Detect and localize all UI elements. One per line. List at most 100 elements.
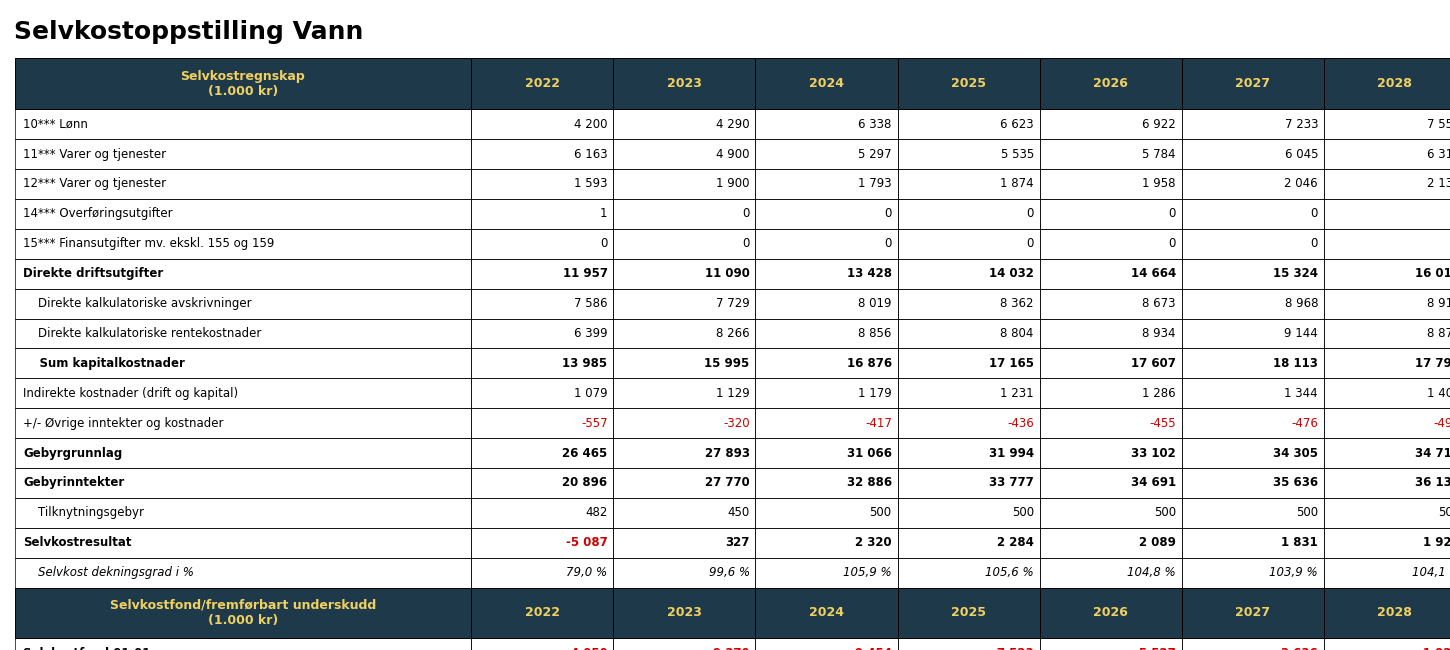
Text: Direkte kalkulatoriske rentekostnader: Direkte kalkulatoriske rentekostnader: [23, 327, 261, 340]
Text: -320: -320: [724, 417, 750, 430]
Text: 13 428: 13 428: [847, 267, 892, 280]
Text: 33 102: 33 102: [1131, 447, 1176, 460]
Text: Selvkostoppstilling Vann: Selvkostoppstilling Vann: [14, 20, 364, 44]
Text: 5 784: 5 784: [1143, 148, 1176, 161]
Text: 7 586: 7 586: [574, 297, 608, 310]
Text: 8 878: 8 878: [1427, 327, 1450, 340]
Text: -9 454: -9 454: [850, 647, 892, 650]
Text: 20 896: 20 896: [563, 476, 608, 489]
Text: 0: 0: [600, 237, 608, 250]
Text: 34 305: 34 305: [1273, 447, 1318, 460]
Text: 16 876: 16 876: [847, 357, 892, 370]
Text: 27 893: 27 893: [705, 447, 750, 460]
Text: 500: 500: [1154, 506, 1176, 519]
Text: 105,6 %: 105,6 %: [985, 566, 1034, 579]
Text: 16 013: 16 013: [1415, 267, 1450, 280]
Text: 8 968: 8 968: [1285, 297, 1318, 310]
Text: 2 046: 2 046: [1285, 177, 1318, 190]
Text: 6 399: 6 399: [574, 327, 608, 340]
Text: 104,1 %: 104,1 %: [1411, 566, 1450, 579]
Text: 8 362: 8 362: [1000, 297, 1034, 310]
Text: 1 924: 1 924: [1424, 536, 1450, 549]
Text: 500: 500: [870, 506, 892, 519]
Text: 1 079: 1 079: [574, 387, 608, 400]
Text: 31 066: 31 066: [847, 447, 892, 460]
Text: 2 138: 2 138: [1427, 177, 1450, 190]
Text: 2022: 2022: [525, 77, 560, 90]
Text: Sum kapitalkostnader: Sum kapitalkostnader: [23, 357, 186, 370]
Text: 0: 0: [742, 207, 750, 220]
Text: 2026: 2026: [1093, 77, 1128, 90]
Text: 500: 500: [1438, 506, 1450, 519]
Text: -5 087: -5 087: [566, 536, 608, 549]
Text: 1 593: 1 593: [574, 177, 608, 190]
Text: 2027: 2027: [1235, 606, 1270, 619]
Text: -476: -476: [1290, 417, 1318, 430]
Text: 79,0 %: 79,0 %: [567, 566, 608, 579]
Text: Selvkost dekningsgrad i %: Selvkost dekningsgrad i %: [23, 566, 194, 579]
Text: -9 370: -9 370: [708, 647, 750, 650]
Text: Direkte driftsutgifter: Direkte driftsutgifter: [23, 267, 164, 280]
Text: 31 994: 31 994: [989, 447, 1034, 460]
Text: 8 266: 8 266: [716, 327, 750, 340]
Text: 9 144: 9 144: [1285, 327, 1318, 340]
Text: 500: 500: [1012, 506, 1034, 519]
Text: 35 636: 35 636: [1273, 476, 1318, 489]
Text: 1 179: 1 179: [858, 387, 892, 400]
Text: 105,9 %: 105,9 %: [842, 566, 892, 579]
Text: 27 770: 27 770: [705, 476, 750, 489]
Text: 1 900: 1 900: [716, 177, 750, 190]
Text: 500: 500: [1296, 506, 1318, 519]
Text: 1 286: 1 286: [1143, 387, 1176, 400]
Text: Gebyrinntekter: Gebyrinntekter: [23, 476, 125, 489]
Text: 6 317: 6 317: [1427, 148, 1450, 161]
Text: 0: 0: [1027, 237, 1034, 250]
Text: 2 089: 2 089: [1140, 536, 1176, 549]
Text: 10*** Lønn: 10*** Lønn: [23, 118, 88, 131]
Text: -557: -557: [581, 417, 608, 430]
Text: 8 913: 8 913: [1427, 297, 1450, 310]
Text: 1 958: 1 958: [1143, 177, 1176, 190]
Text: 2023: 2023: [667, 606, 702, 619]
Text: 4 200: 4 200: [574, 118, 608, 131]
Text: Selvkostregnskap
(1.000 kr): Selvkostregnskap (1.000 kr): [180, 70, 306, 98]
Text: 7 558: 7 558: [1427, 118, 1450, 131]
Text: -455: -455: [1150, 417, 1176, 430]
Text: Selvkostfond 01.01: Selvkostfond 01.01: [23, 647, 151, 650]
Text: 8 856: 8 856: [858, 327, 892, 340]
Text: 12*** Varer og tjenester: 12*** Varer og tjenester: [23, 177, 167, 190]
Text: 5 297: 5 297: [858, 148, 892, 161]
Text: 6 922: 6 922: [1143, 118, 1176, 131]
Text: 6 163: 6 163: [574, 148, 608, 161]
Text: 13 985: 13 985: [563, 357, 608, 370]
Text: 15*** Finansutgifter mv. ekskl. 155 og 159: 15*** Finansutgifter mv. ekskl. 155 og 1…: [23, 237, 274, 250]
Text: 1 344: 1 344: [1285, 387, 1318, 400]
Text: 5 535: 5 535: [1000, 148, 1034, 161]
Text: 482: 482: [586, 506, 608, 519]
Text: 7 729: 7 729: [716, 297, 750, 310]
Text: Indirekte kostnader (drift og kapital): Indirekte kostnader (drift og kapital): [23, 387, 238, 400]
Text: 17 607: 17 607: [1131, 357, 1176, 370]
Text: 2028: 2028: [1378, 77, 1412, 90]
Text: 26 465: 26 465: [563, 447, 608, 460]
Text: Gebyrgrunnlag: Gebyrgrunnlag: [23, 447, 122, 460]
Text: -417: -417: [864, 417, 892, 430]
Text: -497: -497: [1433, 417, 1450, 430]
Text: 34 691: 34 691: [1131, 476, 1176, 489]
Text: Selvkostresultat: Selvkostresultat: [23, 536, 132, 549]
Text: 1: 1: [600, 207, 608, 220]
Text: 15 995: 15 995: [705, 357, 750, 370]
Text: 36 135: 36 135: [1415, 476, 1450, 489]
Text: 2023: 2023: [667, 77, 702, 90]
Text: 4 290: 4 290: [716, 118, 750, 131]
Text: 14 032: 14 032: [989, 267, 1034, 280]
Text: -1 924: -1 924: [1418, 647, 1450, 650]
Text: 6 623: 6 623: [1000, 118, 1034, 131]
Text: -3 636: -3 636: [1276, 647, 1318, 650]
Text: 2024: 2024: [809, 77, 844, 90]
Text: 1 404: 1 404: [1427, 387, 1450, 400]
Text: 11 090: 11 090: [705, 267, 750, 280]
Text: 99,6 %: 99,6 %: [709, 566, 750, 579]
Text: 32 886: 32 886: [847, 476, 892, 489]
Text: 2022: 2022: [525, 606, 560, 619]
